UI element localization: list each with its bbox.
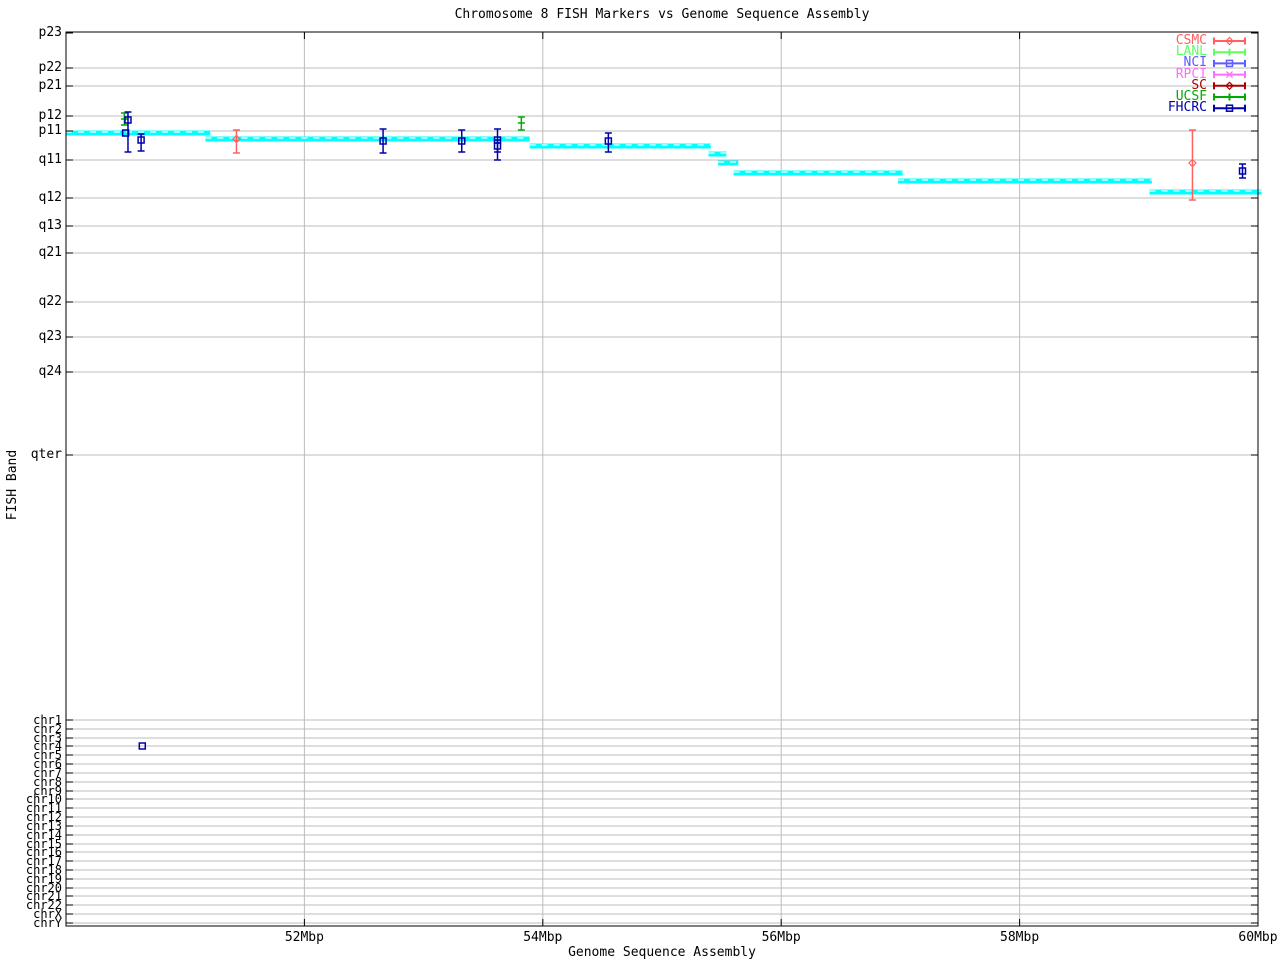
y-tick-label-p11: p11 [38, 123, 62, 138]
chart-title: Chromosome 8 FISH Markers vs Genome Sequ… [454, 7, 870, 22]
legend-sample-nci [1213, 59, 1246, 68]
data-marker-fhcrc [604, 132, 613, 153]
plot-border [65, 31, 1259, 927]
y-tick-label-chr2: chr2 [33, 722, 62, 736]
y-tick-label-chr7: chr7 [33, 766, 62, 780]
y-tick-label-chr8: chr8 [33, 775, 62, 789]
y-tick-label-q12: q12 [38, 190, 62, 205]
y-tick-label-q24: q24 [38, 364, 62, 379]
legend-sample-fhcrc [1213, 104, 1246, 112]
x-tick-label-54mbp: 54Mbp [523, 930, 563, 945]
legend-sample-sc [1213, 81, 1246, 91]
y-tick-label-chr15: chr15 [25, 837, 62, 851]
y-tick-label-chr11: chr11 [25, 801, 62, 815]
legend-label-nci: NCI [1183, 55, 1207, 71]
y-tick-label-chr21: chr21 [25, 889, 62, 903]
y-tick-label-q22: q22 [38, 294, 62, 309]
data-marker-fhcrc [137, 133, 145, 152]
y-tick-label-chr16: chr16 [25, 845, 62, 859]
y-tick-label-chr19: chr19 [25, 872, 62, 886]
data-marker-csmc [1188, 129, 1197, 201]
y-tick-label-chr4: chr4 [33, 739, 62, 753]
data-marker-ucsf [517, 116, 525, 131]
legend-sample-csmc [1213, 36, 1246, 46]
data-marker-fhcrc [1238, 163, 1247, 179]
y-tick-label-p23: p23 [38, 25, 62, 40]
legend-label-rpci: RPCI [1175, 66, 1207, 82]
y-tick-label-chr9: chr9 [33, 784, 62, 798]
y-tick-label-chr17: chr17 [25, 854, 62, 868]
y-tick-label-chr1: chr1 [33, 713, 62, 727]
legend-sample-ucsf [1213, 93, 1246, 101]
data-marker-fhcrc [121, 129, 130, 137]
y-tick-label-qter: qter [30, 447, 62, 462]
y-tick-label-q13: q13 [38, 218, 62, 233]
y-tick-label-chr13: chr13 [25, 819, 62, 833]
legend-label-csmc: CSMC [1175, 33, 1207, 48]
y-tick-label-chrX: chrX [33, 907, 62, 921]
legend-label-fhcrc: FHCRC [1167, 100, 1207, 116]
legend-label-lanl: LANL [1175, 44, 1207, 60]
data-marker-csmc [232, 129, 241, 154]
data-marker-fhcrc [457, 129, 466, 153]
y-tick-label-p21: p21 [38, 78, 62, 93]
y-tick-label-chr12: chr12 [25, 810, 62, 824]
data-marker-fhcrc [138, 742, 147, 750]
y-tick-label-chr14: chr14 [25, 828, 62, 842]
y-tick-label-chr20: chr20 [25, 881, 62, 895]
x-tick-label-58mbp: 58Mbp [1000, 930, 1040, 945]
legend-label-ucsf: UCSF [1175, 89, 1207, 104]
y-tick-label-chr6: chr6 [33, 757, 62, 771]
x-axis-label: Genome Sequence Assembly [568, 945, 756, 960]
legend-sample-rpci [1213, 71, 1246, 79]
y-tick-label-chr10: chr10 [25, 792, 62, 806]
x-tick-label-52mbp: 52Mbp [284, 930, 324, 945]
y-tick-label-q21: q21 [38, 245, 62, 260]
data-marker-fhcrc [379, 128, 387, 154]
y-tick-label-chr5: chr5 [33, 748, 62, 762]
legend-label-sc: SC [1191, 77, 1207, 93]
y-tick-label-chrY: chrY [33, 916, 62, 930]
x-tick-label-60mbp: 60Mbp [1238, 930, 1278, 945]
y-tick-label-q11: q11 [38, 152, 62, 167]
y-tick-label-q23: q23 [38, 329, 62, 344]
y-tick-label-p22: p22 [38, 60, 62, 75]
y-tick-label-chr22: chr22 [25, 898, 62, 912]
x-tick-label-56mbp: 56Mbp [761, 930, 801, 945]
legend-sample-lanl [1213, 48, 1246, 56]
y-tick-label-chr3: chr3 [33, 731, 62, 745]
data-marker-fhcrc [493, 139, 502, 161]
y-tick-label-chr18: chr18 [25, 863, 62, 877]
y-tick-label-p12: p12 [38, 108, 62, 123]
